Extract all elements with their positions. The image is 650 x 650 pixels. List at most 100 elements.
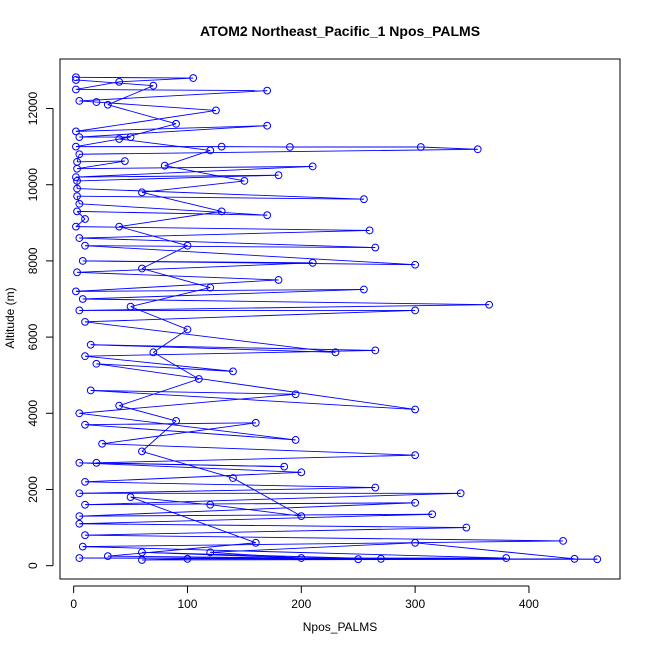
data-point [206,146,215,155]
data-point [138,548,146,557]
data-point [251,418,260,427]
x-tick-label: 400 [519,597,539,611]
series-segment [77,174,279,182]
data-point [456,489,465,498]
data-point [263,121,272,130]
series-segment [119,405,177,422]
data-point [115,77,124,86]
series-segment [96,363,416,410]
series-segment [90,389,416,410]
series-segment [96,101,216,111]
series-segment [141,558,188,561]
series-segment [77,262,313,273]
series-segment [153,351,200,380]
data-point [72,127,80,136]
data-point [559,537,567,545]
data-point [291,390,300,399]
series-segment [76,211,86,220]
series-segment [79,90,268,102]
series-segment [153,329,188,353]
data-layer [72,73,602,564]
series-segment [82,298,490,306]
series-segment [141,450,234,479]
series-segment [75,279,279,292]
series-segment [79,100,97,103]
data-point [75,306,84,315]
y-axis: 0 2000 4000 6000 8000 10000 12000 [26,92,54,569]
data-point [217,142,226,151]
series-segment [130,496,256,544]
series-segment [141,191,222,212]
series-segment [82,546,507,559]
data-point [183,554,192,563]
data-point [75,133,84,141]
y-tick-label: 2000 [26,476,40,503]
series-segment [107,85,154,106]
series-segment [130,496,211,506]
data-point [149,81,158,90]
series-segment [102,443,416,456]
data-point [308,162,317,171]
data-point [92,98,101,106]
series-segment [84,355,234,372]
data-point [263,86,272,95]
data-point [72,222,80,231]
data-point [274,276,283,284]
data-point [365,226,374,235]
data-point [308,258,317,267]
series-segment [75,76,194,79]
series-segment [82,260,313,264]
data-point [81,352,89,361]
x-axis-label: Npos_PALMS [303,620,377,634]
data-point [286,143,294,151]
series-segment [82,540,564,548]
y-tick-label: 8000 [26,247,40,274]
y-tick-label: 6000 [26,323,40,350]
series-segment [164,165,245,182]
data-point [75,554,84,562]
data-point [411,498,420,507]
series-segment [79,393,296,414]
data-point [81,531,89,540]
series-segment [77,160,125,163]
data-point [138,556,146,564]
data-point [73,268,81,277]
data-point [81,500,89,509]
data-point [462,523,471,532]
plot-frame [59,58,621,580]
data-point [172,417,180,425]
data-point [92,359,101,368]
data-point [411,260,420,269]
series-segment [107,555,381,560]
series-segment [77,160,125,170]
series-segment [79,513,433,525]
series-segment [85,534,564,542]
data-point [411,405,420,414]
data-point [73,207,81,216]
data-point [371,483,380,492]
data-point [371,346,380,355]
data-point [81,420,89,429]
y-tick-label: 4000 [26,400,40,427]
series-segment [107,104,177,125]
x-tick-label: 200 [291,597,311,611]
series-segment [79,203,268,216]
y-tick-label: 10000 [26,168,40,202]
series-segment [77,165,313,170]
series-segment [85,424,296,441]
data-point [251,538,260,547]
data-point [75,519,84,528]
data-point [75,199,84,208]
series-segment [85,349,376,357]
data-point [75,97,84,105]
series-segment [85,502,416,506]
series-segment [415,542,575,560]
x-axis: 0 100 200 300 400 [70,585,539,611]
data-point [172,119,180,128]
series-segment [82,289,364,300]
data-point [73,192,81,201]
series-segment [210,504,302,517]
data-point [78,295,87,303]
series-segment [75,226,370,231]
